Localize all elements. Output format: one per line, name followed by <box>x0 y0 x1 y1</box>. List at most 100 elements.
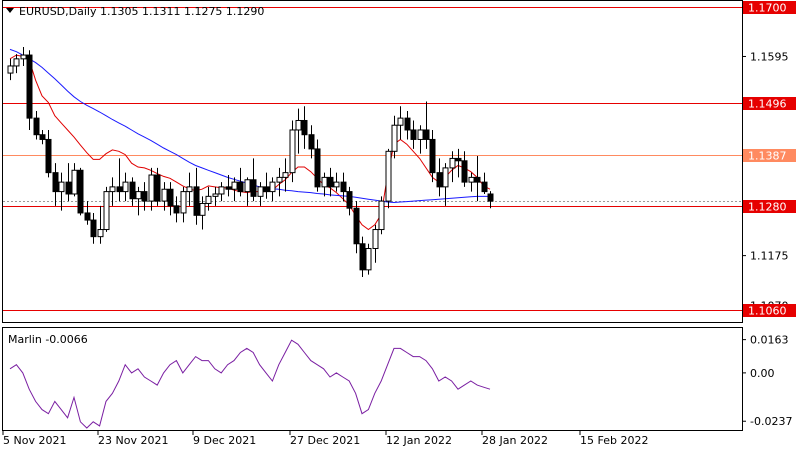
candle-63 <box>410 120 417 149</box>
candle-11 <box>77 167 84 216</box>
candle-body-31 <box>205 195 212 204</box>
candle-body-69 <box>449 157 456 169</box>
candle-49 <box>321 172 328 197</box>
candle-31 <box>205 186 212 211</box>
candle-body-46 <box>301 119 308 136</box>
candle-body-42 <box>276 176 283 183</box>
candle-18 <box>122 172 129 202</box>
candle-body-70 <box>455 157 462 162</box>
candle-29 <box>193 167 200 225</box>
candle-body-22 <box>148 174 155 202</box>
candle-55 <box>359 236 366 277</box>
oscillator-pane <box>9 339 491 429</box>
candle-body-61 <box>397 117 404 126</box>
candle-body-56 <box>365 248 372 271</box>
candle-body-24 <box>161 188 168 202</box>
candle-48 <box>314 139 321 192</box>
candle-17 <box>116 158 123 202</box>
candle-6 <box>45 129 52 178</box>
level-label-4: 1.1060 <box>748 305 787 318</box>
candle-body-34 <box>225 186 232 190</box>
level-tag-3 <box>743 200 796 213</box>
candle-body-20 <box>135 191 142 200</box>
level-tag-2 <box>743 149 796 162</box>
candle-body-11 <box>77 169 84 214</box>
candle-37 <box>244 177 251 206</box>
candle-body-72 <box>468 176 475 183</box>
candle-body-57 <box>372 229 379 250</box>
candle-body-51 <box>333 181 340 188</box>
osc-tick-label-1: 0.00 <box>750 367 775 380</box>
collapse-triangle-icon[interactable] <box>6 8 14 13</box>
osc-tick-label-2: -0.0237 <box>750 415 792 428</box>
candle-62 <box>404 111 411 140</box>
date-label-5: 28 Jan 2022 <box>482 434 548 447</box>
candle-3 <box>26 50 33 130</box>
candle-12 <box>84 201 91 225</box>
candle-body-60 <box>391 124 398 152</box>
candle-body-59 <box>385 150 392 202</box>
candle-body-71 <box>461 160 468 183</box>
candle-body-6 <box>45 138 52 174</box>
candle-25 <box>167 182 174 216</box>
candle-15 <box>103 186 110 232</box>
date-axis: 5 Nov 2021 23 Nov 2021 9 Dec 2021 27 Dec 20… <box>2 431 648 447</box>
candle-body-63 <box>410 129 417 140</box>
candle-body-36 <box>237 181 244 193</box>
candle-body-68 <box>442 167 449 188</box>
candle-body-9 <box>65 181 72 195</box>
candle-61 <box>397 106 404 140</box>
candle-body-41 <box>269 181 276 193</box>
level-labels: 1.1700 1.1496 1.1387 1.1280 1.1060 <box>743 1 796 318</box>
candle-67 <box>436 158 443 197</box>
date-label-6: 15 Feb 2022 <box>580 434 648 447</box>
candle-70 <box>455 148 462 178</box>
candle-body-7 <box>52 172 59 193</box>
candle-27 <box>180 186 187 223</box>
candle-42 <box>276 167 283 197</box>
candle-body-29 <box>193 186 200 216</box>
candle-39 <box>257 182 264 206</box>
candle-41 <box>269 177 276 202</box>
candle-body-75 <box>487 193 494 202</box>
candle-43 <box>282 158 289 192</box>
candle-10 <box>71 163 78 197</box>
candle-14 <box>97 205 104 244</box>
candle-69 <box>449 151 456 183</box>
level-label-1: 1.1496 <box>748 98 787 111</box>
candle-body-12 <box>84 212 91 221</box>
candle-57 <box>372 224 379 263</box>
oscillator-line <box>9 339 491 429</box>
candle-body-48 <box>314 148 321 188</box>
candle-body-14 <box>97 229 104 238</box>
price-tick-label-0: 1.1595 <box>750 50 789 63</box>
candle-2 <box>20 46 27 66</box>
candle-body-66 <box>429 138 436 174</box>
candle-51 <box>333 172 340 192</box>
candle-body-38 <box>250 179 257 197</box>
candle-body-4 <box>33 117 40 136</box>
candle-body-62 <box>404 117 411 131</box>
candle-body-18 <box>122 181 129 193</box>
candle-body-35 <box>231 181 238 190</box>
candle-54 <box>353 201 360 254</box>
candle-body-37 <box>244 179 251 193</box>
candle-body-1 <box>13 58 20 67</box>
candle-35 <box>231 177 238 202</box>
level-tag-4 <box>743 304 796 317</box>
candle-60 <box>391 115 398 159</box>
candle-66 <box>429 129 436 183</box>
candle-24 <box>161 182 168 211</box>
candle-4 <box>33 111 40 140</box>
candle-56 <box>365 243 372 275</box>
price-tick-label-1: 1.1175 <box>750 250 789 263</box>
candle-body-74 <box>481 181 488 193</box>
candle-body-40 <box>263 186 270 193</box>
candle-45 <box>295 108 302 154</box>
oscillator-label: Marlin -0.0066 <box>8 333 88 346</box>
candle-34 <box>225 175 232 197</box>
candle-body-32 <box>212 193 219 197</box>
candle-body-19 <box>129 181 136 200</box>
oscillator-pane-border <box>2 327 743 431</box>
